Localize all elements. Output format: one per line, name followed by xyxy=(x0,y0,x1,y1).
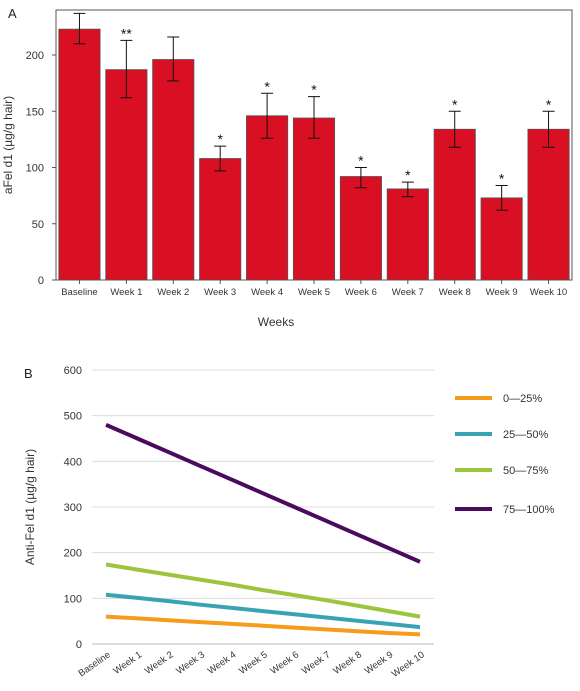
panel-a-bars xyxy=(58,28,570,281)
panel-a-bar-week-4 xyxy=(246,115,289,281)
panel-a-x-tick-label-week-10: Week 10 xyxy=(530,287,567,298)
panel-a-y-tick-label: 0 xyxy=(38,275,44,287)
panel-b-y-tick-label: 200 xyxy=(64,548,82,560)
panel-b-label: B xyxy=(24,366,33,381)
panel-a-bar-week-7 xyxy=(386,188,429,281)
panel-b-line-50-75 xyxy=(105,562,421,619)
panel-a-y-tick-label: 50 xyxy=(32,219,44,231)
panel-b-y-axis-title: Anti-Fel d1 (µg/g hair) xyxy=(23,449,37,565)
panel-a-bar-week-5 xyxy=(292,117,336,281)
panel-a-y-axis-title: aFel d1 (µg/g hair) xyxy=(1,96,15,194)
panel-a-y-axis: 0 50 100 150 200 xyxy=(26,50,56,287)
panel-b-x-tick-label-week-5: Week 5 xyxy=(237,649,270,676)
panel-b-y-tick-label: 300 xyxy=(64,502,82,514)
panel-b-x-tick-label-baseline: Baseline xyxy=(77,649,113,679)
panel-a-x-tick-label-week-5: Week 5 xyxy=(298,287,330,298)
panel-b-legend-label-50-75: 50—75% xyxy=(503,465,548,477)
panel-a-significance-week-8: * xyxy=(452,96,458,112)
panel-a-y-tick-label: 150 xyxy=(26,106,44,118)
panel-a-significance-week-3: * xyxy=(217,131,223,147)
panel-a-significance-week-7: * xyxy=(405,167,411,183)
panel-b-x-tick-label-week-1: Week 1 xyxy=(112,649,145,676)
panel-a-x-tick-label-week-1: Week 1 xyxy=(110,287,142,298)
panel-a-x-tick-label-week-3: Week 3 xyxy=(204,287,236,298)
panel-b-legend-label-75-100: 75—100% xyxy=(503,504,555,516)
panel-a-x-tick-label-week-9: Week 9 xyxy=(486,287,518,298)
panel-a-bar-week-2 xyxy=(152,59,195,281)
panel-b-y-tick-label: 0 xyxy=(76,639,82,651)
panel-b-x-tick-label-week-4: Week 4 xyxy=(206,649,239,676)
panel-a-bar-week-1 xyxy=(105,69,148,281)
panel-a-x-tick-label-week-4: Week 4 xyxy=(251,287,283,298)
panel-a-x-axis: Baseline Week 1 Week 2 Week 3 Week 4 Week 5 We… xyxy=(61,280,567,298)
panel-a-significance-week-1: ** xyxy=(121,25,132,41)
panel-b-x-tick-label-week-8: Week 8 xyxy=(331,649,364,676)
panel-b-legend: 0—25% 25—50% 50—75% 75—100% xyxy=(455,393,555,516)
panel-a-significance-week-6: * xyxy=(358,153,364,169)
panel-a-x-tick-label-week-8: Week 8 xyxy=(439,287,471,298)
panel-b-legend-label-25-50: 25—50% xyxy=(503,429,548,441)
panel-b-y-tick-label: 500 xyxy=(64,411,82,423)
panel-a-bar-week-6 xyxy=(339,176,382,281)
panel-a-significance-week-10: * xyxy=(546,96,552,112)
panel-a-x-axis-title: Weeks xyxy=(258,315,294,329)
panel-b-y-axis: 0 100 200 300 400 500 600 xyxy=(64,365,82,651)
panel-b-y-tick-label: 600 xyxy=(64,365,82,377)
panel-b-y-tick-label: 400 xyxy=(64,456,82,468)
panel-b-x-tick-label-week-3: Week 3 xyxy=(174,649,207,676)
panel-a-x-tick-label-week-2: Week 2 xyxy=(157,287,189,298)
panel-a-x-tick-label-week-6: Week 6 xyxy=(345,287,377,298)
panel-a-significance-week-9: * xyxy=(499,171,505,187)
panel-a-bar-week-3 xyxy=(199,158,242,281)
panel-a-y-tick-label: 200 xyxy=(26,50,44,62)
panel-a-significance-week-5: * xyxy=(311,82,317,98)
panel-b-x-tick-label-week-10: Week 10 xyxy=(390,649,427,679)
panel-b-line-25-50 xyxy=(105,592,421,630)
panel-a-error-bars xyxy=(73,12,555,211)
panel-b-x-tick-label-week-7: Week 7 xyxy=(300,649,333,676)
panel-a-bar-week-8 xyxy=(433,128,476,281)
panel-a-significance-week-4: * xyxy=(264,78,270,94)
panel-a-y-tick-label: 100 xyxy=(26,163,44,175)
panel-a-label: A xyxy=(8,6,17,21)
panel-b-x-tick-label-week-2: Week 2 xyxy=(143,649,176,676)
panel-b-series-lines xyxy=(105,422,421,637)
panel-a-x-tick-label-baseline: Baseline xyxy=(61,287,97,298)
panel-b-gridlines xyxy=(92,369,434,645)
panel-a-bar-week-10 xyxy=(527,128,570,281)
panel-a-bar-baseline xyxy=(58,28,101,281)
panel-b-x-tick-label-week-6: Week 6 xyxy=(269,649,302,676)
panel-b-y-tick-label: 100 xyxy=(64,593,82,605)
panel-b-legend-label-0-25: 0—25% xyxy=(503,393,542,405)
panel-b-line-75-100 xyxy=(105,422,421,564)
panel-b-line-0-25 xyxy=(105,614,421,637)
panel-a-significance-markers: **** ****** xyxy=(121,25,552,186)
panel-a-x-tick-label-week-7: Week 7 xyxy=(392,287,424,298)
